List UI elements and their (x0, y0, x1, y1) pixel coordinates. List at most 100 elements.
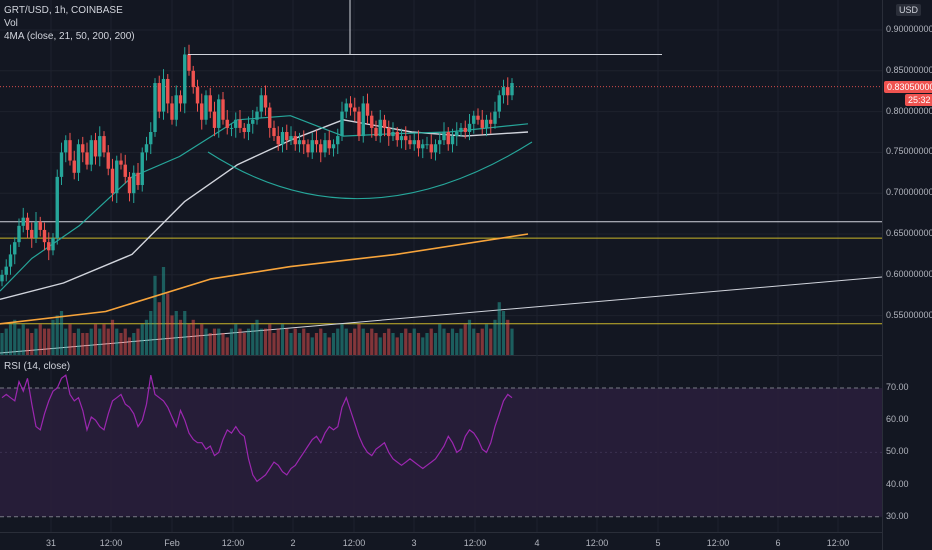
volume-bar (47, 328, 51, 355)
price-tick-label: 0.55000000 (886, 309, 932, 320)
rsi-tick-label: 70.00 (886, 382, 909, 392)
candle-body (200, 103, 204, 120)
candle-body (153, 83, 157, 132)
candle (510, 78, 514, 101)
candle (81, 136, 85, 163)
candle-body (8, 254, 13, 267)
volume-bar (399, 333, 404, 355)
candle (200, 93, 204, 130)
candle (506, 77, 510, 106)
volume-bar (297, 333, 302, 355)
volume-bar (153, 275, 157, 355)
volume-bar (506, 319, 510, 355)
candle (263, 85, 268, 116)
moving-averages (0, 115, 529, 325)
candle-body (132, 172, 136, 194)
candle-body (170, 103, 174, 120)
volume-bar (357, 324, 361, 355)
volume-bar (195, 328, 200, 355)
candle-body (433, 144, 438, 153)
candle (93, 132, 98, 165)
candle (187, 44, 191, 76)
candle-body (289, 136, 293, 141)
candle-body (76, 144, 81, 173)
rsi-tick-label: 60.00 (886, 414, 909, 425)
volume-bar (472, 328, 476, 355)
volume-bar (242, 333, 246, 355)
candle-body (285, 132, 289, 141)
candle-body (246, 123, 251, 132)
candle (497, 90, 501, 119)
volume-bar (72, 333, 76, 355)
candle (17, 218, 21, 248)
candle (370, 110, 374, 138)
candle (489, 112, 493, 134)
candle-body (178, 95, 183, 104)
volume-bar (93, 324, 98, 355)
candle (280, 127, 285, 153)
volume-bar (38, 324, 42, 355)
volume-bar (310, 337, 314, 355)
volume-bar (344, 328, 348, 355)
candle (195, 79, 200, 112)
candle (72, 150, 76, 180)
candle (331, 139, 336, 157)
candle (289, 126, 293, 146)
candle-body (412, 140, 416, 145)
candle (64, 135, 68, 163)
volume-bar (404, 328, 408, 355)
volume-bar (276, 328, 280, 355)
candle-body (297, 140, 302, 145)
volume-bar (13, 319, 17, 355)
volume-bar (455, 333, 459, 355)
candle-body (484, 119, 489, 128)
rsi-tick-label: 50.00 (886, 446, 909, 457)
ma-legend[interactable]: 4MA (close, 21, 50, 200, 200) (4, 31, 135, 42)
candle-body (225, 119, 229, 128)
candle (166, 74, 170, 114)
candle-body (187, 54, 191, 71)
volume-bar (204, 328, 208, 355)
volume-bar (225, 337, 229, 355)
candle-body (157, 83, 161, 112)
candle (357, 106, 361, 141)
symbol-legend[interactable]: GRT/USD, 1h, COINBASE (4, 5, 123, 16)
candle (323, 132, 327, 158)
candle-body (438, 140, 442, 145)
price-pane (0, 0, 882, 355)
candle (153, 78, 157, 137)
candle-body (497, 95, 501, 112)
candle (102, 131, 106, 158)
candle (268, 102, 272, 138)
candle (204, 90, 208, 125)
price-tick-label: 0.60000000 (886, 268, 932, 279)
candle (59, 142, 64, 186)
volume-bar (280, 324, 285, 355)
candle (416, 130, 421, 157)
candle (238, 109, 242, 133)
volume-bars (0, 267, 514, 355)
price-tick-label: 0.65000000 (886, 228, 932, 238)
volume-bar (480, 328, 484, 355)
candle (217, 94, 221, 138)
candle-body (501, 87, 506, 96)
candle (251, 109, 255, 134)
time-tick-label: Feb (164, 538, 180, 548)
volume-bar (289, 333, 293, 355)
candle (123, 154, 127, 184)
rsi-legend[interactable]: RSI (14, close) (4, 361, 71, 372)
candle-body (450, 136, 455, 145)
volume-bar (217, 328, 221, 355)
candle-body (30, 229, 34, 239)
candle (25, 212, 30, 239)
volume-bar (374, 333, 378, 355)
candle-body (47, 242, 51, 251)
volume-bar (157, 302, 161, 355)
currency-badge[interactable]: USD (896, 4, 922, 16)
candle-body (310, 140, 314, 153)
candle (450, 128, 455, 153)
volume-bar (208, 333, 212, 355)
volume-bar (89, 328, 93, 355)
volume-legend[interactable]: Vol (4, 18, 18, 29)
candle (4, 259, 8, 282)
